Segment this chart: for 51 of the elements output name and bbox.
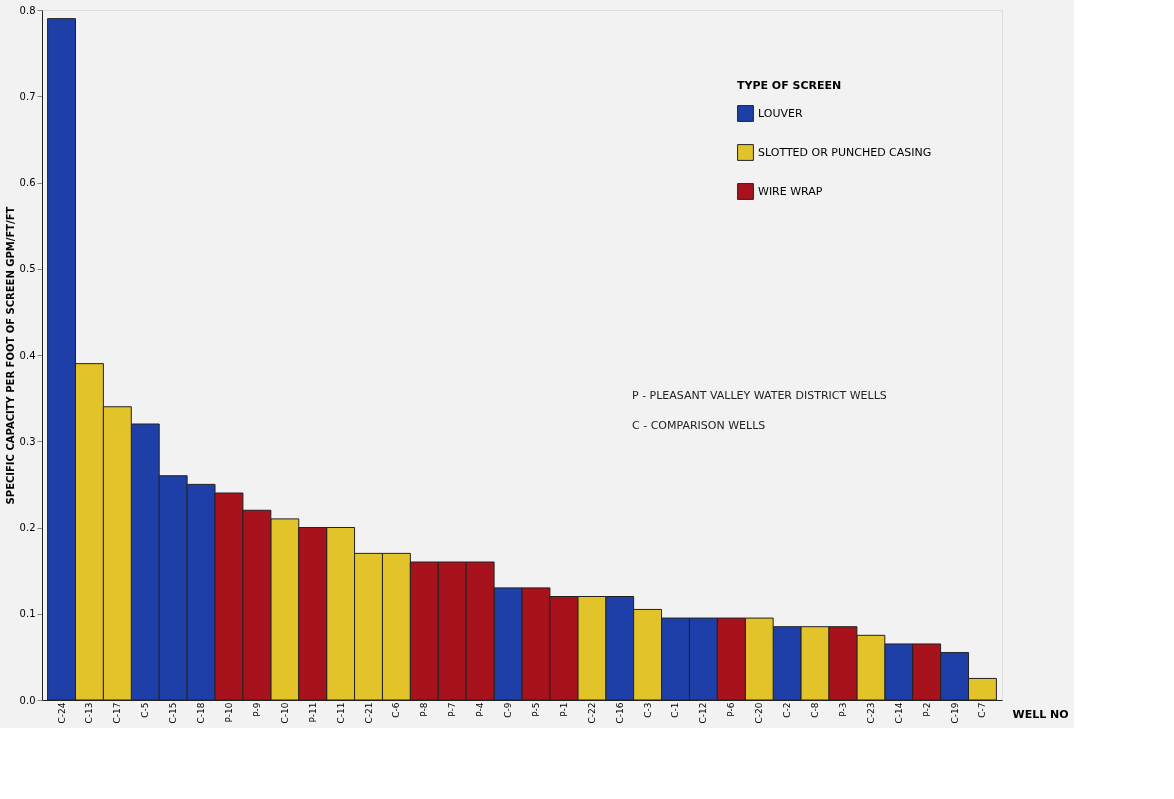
y-axis-title: SPECIFIC CAPACITY PER FOOT OF SCREEN GPM/FT/FT	[4, 206, 16, 505]
x-tick-label: C-7	[977, 702, 988, 718]
x-tick-label: C-23	[865, 702, 876, 724]
x-tick-label: C-11	[335, 702, 346, 724]
x-tick-label: C-6	[391, 702, 402, 718]
y-tick-label: 0.4	[19, 349, 36, 361]
y-tick-label: 0.3	[19, 435, 36, 447]
x-tick-label: C-21	[363, 702, 374, 724]
x-tick-label: P-8	[419, 702, 430, 717]
x-axis-title: WELL NO	[1012, 707, 1069, 721]
y-tick-label: 0.2	[19, 522, 36, 533]
legend-label: WIRE WRAP	[758, 184, 823, 198]
x-tick-label: P-1	[558, 702, 569, 717]
annotation: P - PLEASANT VALLEY WATER DISTRICT WELLS	[632, 389, 887, 402]
x-tick-label: P-11	[307, 702, 318, 723]
annotation: C - COMPARISON WELLS	[632, 419, 766, 432]
x-tick-label: C-8	[810, 702, 821, 718]
x-tick-label: C-12	[698, 702, 709, 724]
legend-label: LOUVER	[758, 106, 803, 120]
y-tick-label: 0.6	[19, 177, 36, 188]
x-tick-label: C-16	[614, 702, 625, 724]
x-tick-label: P-6	[726, 702, 737, 717]
x-tick-label: C-13	[84, 702, 95, 724]
x-tick-label: P-2	[921, 702, 932, 717]
y-tick-label: 0.7	[19, 90, 36, 102]
x-tick-label: P-3	[837, 702, 848, 717]
x-tick-label: C-1	[670, 702, 681, 718]
y-tick-label: 0.8	[19, 4, 36, 16]
legend-title: TYPE OF SCREEN	[737, 79, 842, 92]
x-tick-label: C-10	[279, 702, 290, 724]
legend-label: SLOTTED OR PUNCHED CASING	[758, 145, 932, 159]
x-tick-label: C-14	[893, 702, 904, 724]
x-tick-label: C-15	[168, 702, 179, 724]
x-tick-label: C-19	[949, 702, 960, 724]
x-tick-label: C-17	[112, 702, 123, 724]
x-tick-label: C-18	[196, 702, 207, 724]
x-tick-label: C-20	[754, 702, 765, 724]
y-tick-label: 0.1	[19, 608, 36, 620]
y-tick-label: 0.5	[19, 263, 36, 275]
x-tick-label: P-5	[530, 702, 541, 717]
x-tick-label: C-2	[782, 702, 793, 718]
x-tick-label: P-10	[223, 702, 234, 723]
y-tick-label: 0.0	[19, 694, 36, 706]
x-tick-label: P-4	[475, 702, 486, 717]
x-tick-label: C-5	[140, 702, 151, 718]
x-tick-label: P-9	[251, 702, 262, 717]
x-tick-label: C-22	[586, 702, 597, 724]
x-tick-label: C-9	[503, 702, 514, 718]
x-tick-label: P-7	[447, 702, 458, 717]
x-tick-label: C-24	[56, 702, 67, 724]
x-tick-label: C-3	[642, 702, 653, 718]
